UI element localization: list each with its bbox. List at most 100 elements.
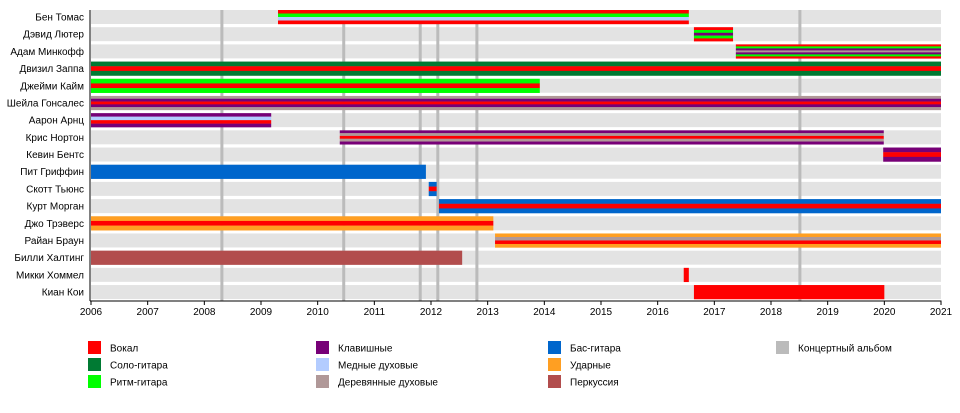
- album-lines: [220, 10, 802, 301]
- legend-swatch: [316, 358, 329, 371]
- bar-segment-rhythm: [735, 46, 941, 49]
- bar-segment-vocal: [339, 135, 884, 139]
- x-tick-label: 2020: [873, 307, 896, 318]
- legend-item-keys: Клавишные: [316, 341, 393, 355]
- album-line: [475, 10, 479, 301]
- legend-label: Ритм-гитара: [110, 378, 168, 389]
- member-name: Бен Томас: [35, 13, 84, 24]
- bar-segment-bass: [438, 208, 941, 214]
- album-line: [436, 10, 440, 301]
- x-tick-label: 2010: [307, 307, 330, 318]
- bar-segment-bass: [91, 164, 426, 179]
- member-name: Пит Гриффин: [20, 166, 84, 178]
- member-bar: [91, 61, 941, 76]
- legend-label: Ударные: [570, 361, 611, 372]
- member-bar: [693, 285, 885, 300]
- member-bar: [91, 164, 426, 179]
- bar-segment-keys: [693, 32, 734, 36]
- member-name: Курт Морган: [27, 202, 85, 213]
- bar-segment-drums: [91, 225, 494, 231]
- legend: Вокал Соло-гитара Ритм-гитара Клавишные Медн…: [88, 341, 892, 389]
- member-bar: [91, 250, 463, 265]
- bar-segment-vocal: [438, 203, 941, 209]
- bar-segment-vocal: [91, 120, 272, 124]
- member-name: Скотт Тьюнс: [26, 184, 84, 195]
- bar-segment-bass: [428, 191, 437, 197]
- bar-segment-brass: [278, 17, 689, 21]
- bar-segment-vocal: [495, 240, 941, 245]
- legend-label: Концертный альбом: [798, 343, 892, 355]
- member-bar: [91, 78, 540, 93]
- member-name: Райан Браун: [25, 236, 84, 247]
- member-bar: [438, 199, 941, 214]
- bar-segment-vocal: [278, 20, 689, 25]
- bar-segment-perc: [91, 250, 463, 265]
- bar-segment-vocal: [693, 27, 734, 31]
- legend-label: Перкуссия: [570, 378, 619, 389]
- member-name: Билли Халтинг: [14, 253, 84, 264]
- row-track: [91, 113, 941, 128]
- legend-label: Бас-гитара: [570, 344, 621, 355]
- bar-segment-rhythm: [693, 29, 734, 33]
- album-line: [418, 10, 422, 301]
- album-line: [220, 10, 224, 301]
- legend-item-rhythm: Ритм-гитара: [88, 375, 168, 389]
- row-track: [91, 44, 941, 59]
- x-tick-label: 2017: [703, 307, 726, 318]
- x-tick-label: 2007: [137, 307, 160, 318]
- member-name: Кевин Бентс: [26, 150, 84, 161]
- member-name: Дэвид Лютер: [23, 30, 84, 41]
- bar-segment-rhythm: [278, 13, 689, 18]
- member-bar: [91, 113, 272, 128]
- legend-swatch: [548, 358, 561, 371]
- x-tick-label: 2006: [80, 307, 103, 318]
- bar-segment-woodwind: [735, 50, 941, 53]
- legend-item-drums: Ударные: [548, 358, 611, 372]
- bar-segment-bass: [428, 181, 437, 187]
- member-name: Микки Хоммел: [16, 270, 84, 281]
- member-name: Адам Минкофф: [10, 46, 84, 58]
- member-bar: [683, 267, 689, 283]
- legend-label: Клавишные: [338, 344, 393, 355]
- legend-item-album: Концертный альбом: [776, 341, 892, 355]
- bar-segment-brass: [91, 116, 272, 121]
- bar-segment-keys: [91, 113, 272, 117]
- legend-item-woodwind: Деревянные духовые: [316, 375, 438, 389]
- bar-segment-vocal: [735, 56, 941, 59]
- legend-item-bass: Бас-гитара: [548, 341, 621, 355]
- x-tick-label: 2015: [590, 307, 613, 318]
- bar-segment-keys: [735, 52, 941, 55]
- bar-segment-keys: [339, 130, 884, 134]
- legend-label: Вокал: [110, 344, 138, 355]
- legend-swatch: [548, 375, 561, 388]
- bar-segment-vocal: [91, 66, 941, 72]
- x-tick-label: 2012: [420, 307, 443, 318]
- member-bar: [735, 44, 941, 59]
- bar-segment-woodwind: [339, 133, 884, 137]
- legend-item-vocal: Вокал: [88, 341, 138, 355]
- x-tick-label: 2009: [250, 307, 273, 318]
- bar-segment-vocal: [693, 285, 885, 300]
- row-track: [91, 147, 941, 162]
- member-name: Джо Трэверс: [25, 219, 84, 230]
- x-tick-label: 2019: [817, 307, 840, 318]
- bar-segment-keys: [339, 141, 884, 145]
- bar-segment-woodwind: [495, 236, 941, 241]
- bar-segment-woodwind: [339, 138, 884, 142]
- bar-segment-keys: [735, 48, 941, 51]
- bar-segment-woodwind: [91, 107, 941, 111]
- legend-swatch: [316, 341, 329, 354]
- x-tick-label: 2008: [193, 307, 216, 318]
- bar-segment-vocal: [683, 267, 689, 283]
- legend-swatch: [548, 341, 561, 354]
- member-bar: [495, 233, 941, 248]
- x-tick-label: 2014: [533, 307, 556, 318]
- legend-swatch: [88, 375, 101, 388]
- bar-segment-vocal: [91, 220, 494, 226]
- bar-segment-vocal: [883, 152, 941, 158]
- x-tick-label: 2018: [760, 307, 783, 318]
- bar-segment-rhythm: [735, 54, 941, 57]
- bar-segment-drums: [495, 243, 941, 248]
- legend-item-lead: Соло-гитара: [88, 358, 168, 372]
